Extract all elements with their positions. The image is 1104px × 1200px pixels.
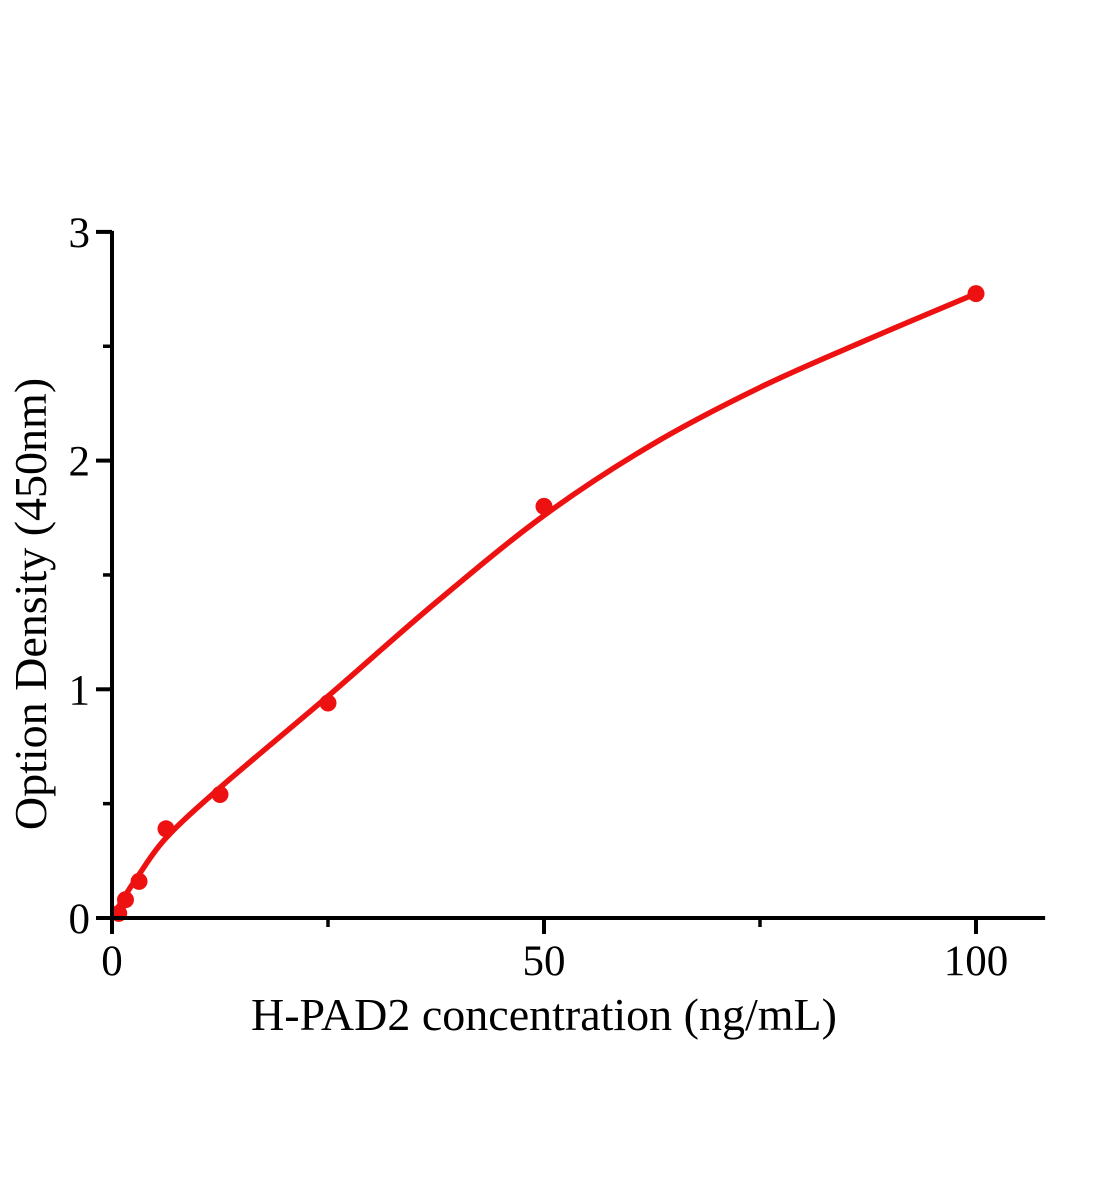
data-point [130, 872, 148, 890]
y-tick-label: 0 [69, 896, 91, 943]
y-tick-label: 3 [69, 210, 91, 257]
data-point [967, 285, 985, 303]
axes-layer [96, 229, 1046, 934]
y-tick-label: 1 [69, 667, 91, 714]
y-axis-title: Option Density (450nm) [5, 378, 56, 830]
x-tick-label: 0 [101, 938, 123, 985]
data-point [116, 891, 134, 909]
fit-curve [109, 290, 979, 921]
x-axis-title: H-PAD2 concentration (ng/mL) [251, 989, 837, 1040]
data-point [535, 497, 553, 515]
data-point [211, 786, 229, 804]
data-points-layer [110, 285, 985, 922]
x-tick-label: 100 [944, 938, 1009, 985]
y-tick-label: 2 [69, 439, 91, 486]
tick-labels-layer: 0 50 100 0 1 2 3 [69, 210, 1009, 985]
fit-curve-layer [109, 290, 979, 921]
data-point [157, 820, 175, 838]
data-point [319, 694, 337, 712]
x-tick-label: 50 [523, 938, 566, 985]
